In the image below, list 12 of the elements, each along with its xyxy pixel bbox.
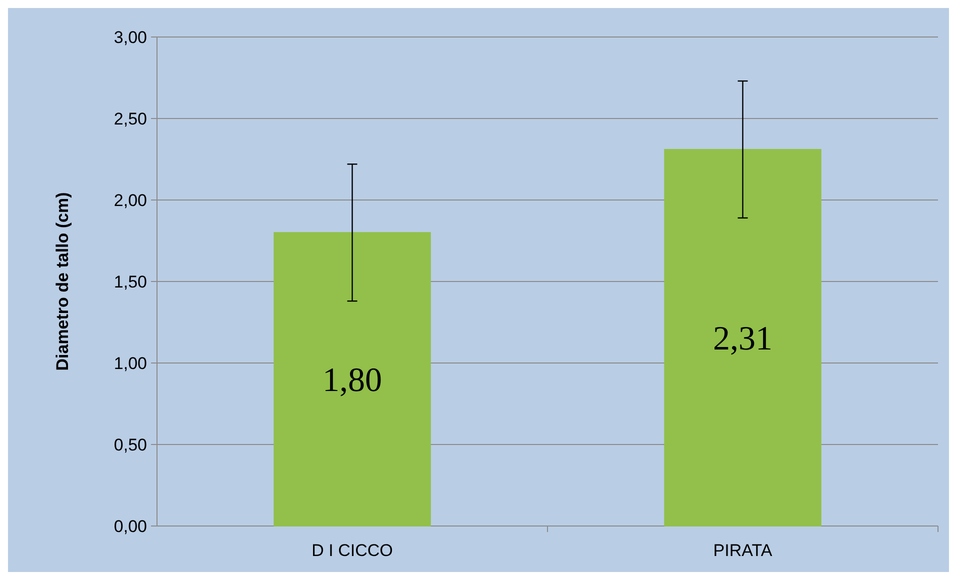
- y-axis-title: Diametro de tallo (cm): [53, 192, 72, 371]
- y-tick-label: 0,50: [114, 435, 147, 454]
- y-tick-label: 2,50: [114, 109, 147, 128]
- y-tick-label: 3,00: [114, 28, 147, 47]
- y-tick-label: 1,00: [114, 354, 147, 373]
- x-tick-label: PIRATA: [713, 541, 773, 560]
- y-tick-label: 1,50: [114, 272, 147, 292]
- x-tick-label: D I CICCO: [312, 541, 393, 560]
- data-label: 1,80: [322, 362, 382, 400]
- y-tick-label: 2,00: [114, 190, 147, 210]
- data-label: 2,31: [713, 320, 772, 358]
- y-tick-label: 0,00: [114, 516, 147, 536]
